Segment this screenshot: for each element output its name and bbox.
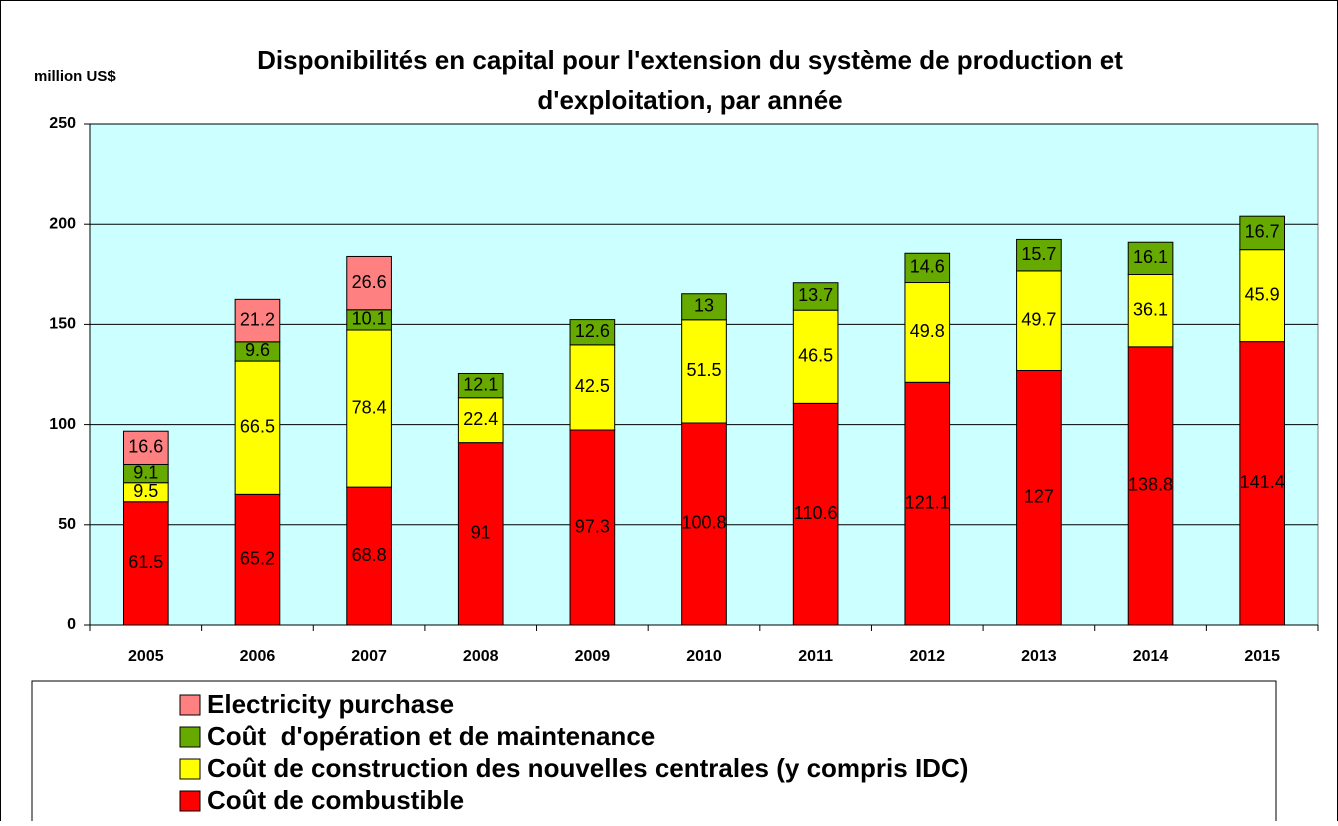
bar-segment	[792, 309, 839, 404]
data-label: 141.4	[1240, 472, 1285, 492]
legend-box	[31, 680, 1277, 826]
chart-title: Disponibilités en capital pour l'extensi…	[257, 45, 1123, 75]
bar-segment	[234, 493, 281, 626]
legend-label: Electricity purchase	[207, 689, 454, 719]
legend-swatch	[179, 726, 201, 748]
y-axis-label: million US$	[34, 68, 116, 85]
data-label: 91	[471, 523, 491, 543]
x-tick-label: 2013	[1021, 648, 1057, 665]
x-tick-label: 2009	[575, 648, 611, 665]
x-tick-label: 2010	[686, 648, 722, 665]
bar-segment	[1127, 346, 1174, 626]
data-label: 10.1	[352, 309, 387, 329]
bar-segment	[569, 319, 616, 346]
data-label: 12.1	[463, 374, 498, 394]
bar-segment	[1016, 369, 1062, 626]
bar-segment	[1239, 215, 1286, 251]
bar-segment	[569, 344, 616, 431]
x-tick-label: 2011	[798, 648, 833, 665]
data-label: 138.8	[1128, 475, 1173, 495]
data-label: 12.6	[575, 321, 610, 341]
bar-segment	[1016, 238, 1062, 272]
legend-label: Coût de construction des nouvelles centr…	[207, 753, 968, 783]
bar-segment	[681, 422, 727, 626]
bar-segment	[1239, 341, 1286, 626]
data-label: 9.6	[245, 340, 270, 360]
bar-segment	[1016, 270, 1062, 371]
data-label: 15.7	[1021, 244, 1056, 264]
bar-segment	[346, 486, 392, 626]
data-label: 36.1	[1133, 299, 1168, 319]
x-tick-label: 2014	[1133, 648, 1169, 665]
chart-title: d'exploitation, par année	[537, 85, 842, 115]
data-label: 9.5	[133, 481, 158, 501]
bar-segment	[457, 442, 504, 626]
bar-segment	[122, 430, 169, 465]
x-tick-label: 2005	[128, 648, 164, 665]
data-label: 66.5	[240, 416, 275, 436]
y-tick-label: 200	[49, 215, 76, 232]
data-label: 51.5	[686, 360, 721, 380]
data-label: 49.7	[1021, 309, 1056, 329]
x-tick-label: 2007	[351, 648, 387, 665]
data-label: 100.8	[681, 513, 726, 533]
data-label: 97.3	[575, 516, 610, 536]
y-tick-label: 50	[58, 516, 76, 533]
data-label: 22.4	[463, 409, 498, 429]
data-label: 13.7	[798, 285, 833, 305]
x-tick-label: 2008	[463, 648, 499, 665]
data-label: 65.2	[240, 548, 275, 568]
y-tick-label: 250	[49, 115, 76, 132]
bar-segment	[792, 282, 839, 311]
data-label: 121.1	[905, 492, 950, 512]
data-label: 16.7	[1245, 222, 1280, 242]
y-tick-label: 100	[49, 416, 76, 433]
x-tick-label: 2012	[909, 648, 945, 665]
legend-label: Coût d'opération et de maintenance	[207, 721, 655, 751]
x-tick-label: 2006	[240, 648, 276, 665]
data-label: 68.8	[352, 545, 387, 565]
y-tick-label: 150	[49, 316, 76, 333]
x-tick-label: 2015	[1244, 648, 1280, 665]
data-label: 127	[1024, 486, 1054, 506]
y-tick-label: 0	[67, 616, 76, 633]
bar-segment	[1127, 241, 1174, 276]
data-label: 21.2	[240, 309, 275, 329]
bar-segment	[122, 501, 169, 626]
data-label: 46.5	[798, 346, 833, 366]
bar-segment	[904, 282, 951, 383]
bar-segment	[1127, 274, 1174, 348]
bar-segment	[681, 293, 727, 321]
legend-swatch	[179, 790, 201, 812]
bar-segment	[457, 372, 504, 399]
legend-label: Coût de combustible	[207, 785, 464, 815]
data-label: 13	[694, 296, 714, 316]
data-label: 61.5	[128, 552, 163, 572]
bar-segment	[904, 252, 951, 284]
data-label: 110.6	[794, 503, 838, 523]
data-label: 45.9	[1245, 284, 1280, 304]
data-label: 78.4	[352, 397, 387, 417]
data-label: 26.6	[352, 272, 387, 292]
bar-segment	[792, 402, 839, 626]
bar-segment	[1239, 249, 1286, 343]
data-label: 16.1	[1133, 247, 1168, 267]
legend-swatch	[179, 758, 201, 780]
data-label: 49.8	[910, 321, 945, 341]
bar-segment	[234, 298, 281, 343]
bar-segment	[346, 255, 392, 311]
data-label: 42.5	[575, 376, 610, 396]
data-label: 16.6	[128, 437, 163, 457]
data-label: 14.6	[910, 257, 945, 277]
bar-segment	[681, 319, 727, 424]
bar-segment	[234, 360, 281, 495]
bar-segment	[457, 397, 504, 444]
data-label: 9.1	[133, 462, 158, 482]
legend-swatch	[179, 694, 201, 716]
